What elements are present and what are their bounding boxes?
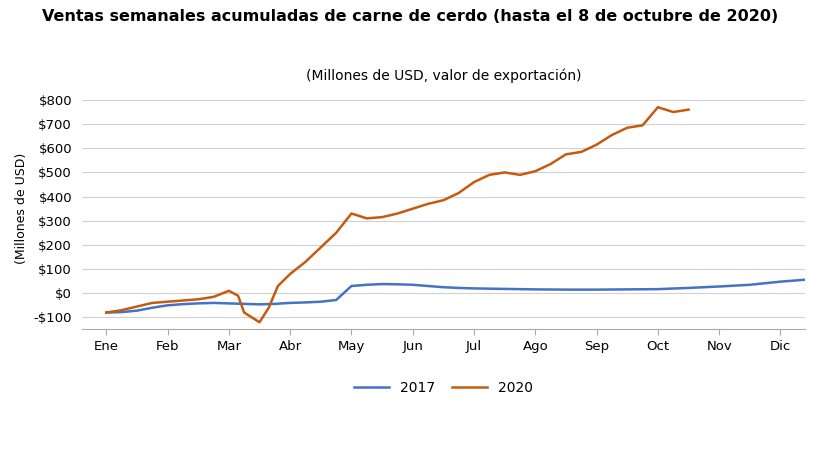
2020 [254,319,264,325]
2017 [468,286,478,291]
2020 [468,179,478,185]
2020 [162,299,172,304]
2020 [331,230,341,236]
2020 [208,294,218,300]
2017 [805,277,815,282]
2020 [667,109,677,115]
2020 [193,296,203,302]
2017 [683,285,693,291]
2020 [116,307,126,313]
2017 [301,300,310,305]
2017 [530,287,540,292]
Line: 2017: 2017 [106,279,810,313]
2017 [361,282,371,288]
2017 [331,297,341,303]
2020 [301,259,310,265]
2020 [178,298,188,303]
2017 [147,305,157,311]
2017 [132,308,142,313]
2020 [239,310,249,315]
2017 [591,287,601,292]
2017 [116,309,126,315]
2017 [162,302,172,308]
2020 [499,170,509,175]
2020 [102,310,111,315]
2020 [591,142,601,148]
2017 [407,282,417,288]
2020 [273,283,283,289]
2020 [576,149,586,155]
2017 [377,281,387,287]
2017 [285,300,295,306]
2020 [637,123,647,128]
2017 [392,282,402,287]
2017 [622,287,631,292]
Y-axis label: (Millones de USD): (Millones de USD) [15,153,28,264]
2020 [683,107,693,112]
Text: Ventas semanales acumuladas de carne de cerdo (hasta el 8 de octubre de 2020): Ventas semanales acumuladas de carne de … [42,9,777,24]
2017 [254,301,264,307]
2020 [484,172,494,177]
2017 [208,300,218,306]
2020 [346,211,356,216]
2017 [178,301,188,307]
2017 [652,286,662,292]
2020 [264,305,274,311]
2017 [453,285,463,291]
2020 [315,245,325,250]
2017 [438,284,448,290]
2020 [377,214,387,220]
2020 [407,206,417,212]
2017 [346,283,356,289]
2020 [224,288,233,294]
2020 [423,201,432,207]
2020 [285,271,295,277]
2020 [147,300,157,306]
2020 [652,105,662,110]
2020 [622,125,631,130]
2017 [499,286,509,292]
2017 [744,282,753,288]
2020 [514,172,524,177]
2017 [193,301,203,306]
2017 [775,279,785,284]
Title: (Millones de USD, valor de exportación): (Millones de USD, valor de exportación) [305,68,581,83]
2017 [423,283,432,289]
Legend: 2017, 2020: 2017, 2020 [348,375,537,400]
2017 [102,310,111,315]
2017 [560,287,570,292]
2020 [361,216,371,221]
2020 [392,211,402,216]
Line: 2020: 2020 [106,107,688,322]
2020 [132,304,142,309]
2020 [545,161,555,167]
2017 [315,299,325,304]
2017 [269,301,279,307]
2020 [560,152,570,157]
2020 [453,190,463,196]
2020 [233,293,242,298]
2020 [438,197,448,203]
2017 [224,301,233,306]
2017 [239,301,249,307]
2020 [530,168,540,174]
2020 [606,132,616,138]
2017 [713,284,723,289]
